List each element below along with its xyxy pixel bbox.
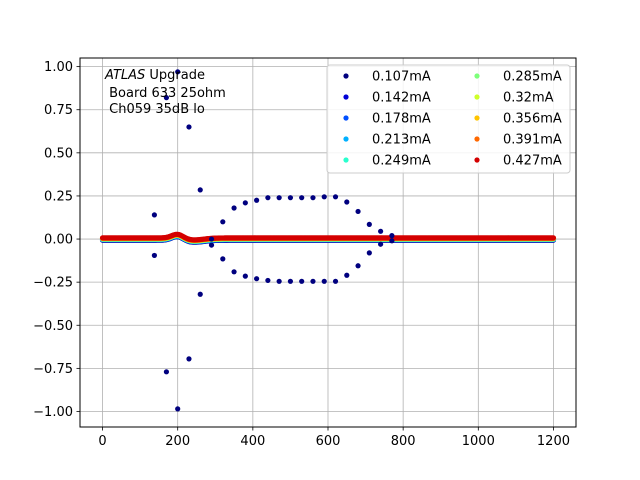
y-tick-label: 0.75 [44, 103, 73, 118]
x-tick-label: 400 [240, 434, 265, 449]
data-point [186, 124, 192, 130]
y-tick-label: 1.00 [44, 60, 73, 75]
legend-label: 0.142mA [372, 91, 431, 106]
y-tick-label: −0.25 [33, 276, 73, 291]
x-tick-label: 800 [391, 434, 416, 449]
data-point [389, 238, 395, 244]
legend-label: 0.178mA [372, 112, 431, 127]
data-point [366, 221, 372, 227]
y-tick-label: 0.50 [44, 146, 73, 161]
data-points [151, 69, 395, 412]
data-point [265, 277, 271, 284]
legend-label: 0.107mA [372, 70, 431, 85]
data-point [310, 195, 316, 201]
legend-box [326, 64, 571, 174]
data-point [175, 69, 181, 75]
data-point [287, 278, 294, 284]
legend-marker [474, 115, 480, 121]
data-point [321, 194, 327, 200]
data-point [220, 256, 226, 262]
data-point [378, 228, 384, 234]
annotation-line-2: Board 633 25ohm [105, 86, 226, 101]
data-point [208, 242, 215, 248]
legend: 0.107mA 0.142mA 0.178mA 0.213mA 0.249mA 0.285… [326, 64, 571, 174]
data-point [231, 269, 237, 275]
legend-label: 0.213mA [372, 133, 431, 148]
data-point [276, 195, 282, 201]
y-tick-label: 0.00 [44, 233, 73, 248]
legend-marker [343, 157, 349, 163]
data-point [163, 95, 170, 101]
data-point [332, 194, 339, 200]
data-point [355, 263, 361, 269]
data-point [163, 369, 170, 375]
data-point [186, 356, 192, 362]
legend-marker [343, 94, 349, 100]
y-tick-label: −0.50 [33, 319, 73, 334]
legend-marker [474, 136, 480, 142]
data-point [231, 205, 237, 211]
legend-label: 0.356mA [503, 112, 562, 127]
data-point [242, 200, 248, 206]
legend-label: 0.427mA [503, 154, 562, 169]
x-tick-label: 1000 [462, 434, 495, 449]
y-tick-label: 0.25 [44, 189, 73, 204]
band-point [550, 235, 557, 241]
data-point [151, 212, 157, 218]
data-point [299, 195, 305, 201]
annotation-line-1: ATLAS Upgrade [104, 68, 205, 83]
x-tick-label: 600 [316, 434, 341, 449]
data-point [344, 272, 350, 278]
y-tick-label: −0.75 [33, 362, 73, 377]
x-tick-label: 200 [165, 434, 190, 449]
data-point [276, 278, 282, 284]
x-tick-label: 1200 [537, 434, 570, 449]
data-point [242, 273, 248, 279]
annotation-italic: ATLAS [104, 68, 145, 83]
data-point [265, 195, 271, 201]
legend-marker [474, 73, 480, 79]
legend-marker [343, 136, 349, 142]
data-point [321, 278, 327, 284]
y-tick-label: −1.00 [33, 405, 73, 420]
data-point [254, 276, 260, 282]
legend-label: 0.285mA [503, 70, 562, 85]
data-point [299, 278, 305, 284]
legend-marker [474, 157, 480, 163]
data-point [175, 406, 181, 412]
data-point [287, 195, 294, 201]
data-point [197, 187, 203, 193]
data-point [197, 291, 203, 297]
data-point [254, 197, 260, 203]
data-point [332, 278, 339, 284]
data-point [389, 233, 395, 239]
legend-marker [343, 73, 349, 79]
x-tick-label: 0 [98, 434, 106, 449]
data-point [220, 219, 226, 225]
data-point [208, 236, 215, 242]
dense-data-band [99, 231, 557, 245]
data-point [378, 241, 384, 247]
legend-marker [474, 94, 480, 100]
legend-label: 0.249mA [372, 154, 431, 169]
data-point [366, 250, 372, 256]
annotation-line-1-rest: Upgrade [145, 68, 205, 83]
data-point [355, 208, 361, 215]
data-point [151, 252, 157, 259]
data-point [344, 199, 350, 205]
annotation-line-3: Ch059 35dB lo [105, 102, 205, 117]
x-axis-ticks: 0 200 400 600 800 1000 1200 [98, 427, 570, 449]
y-axis-ticks: 1.00 0.75 0.50 0.25 0.00 −0.25 −0.50 −0.75 −1.00 [33, 60, 80, 420]
data-point [310, 278, 316, 284]
legend-label: 0.32mA [503, 91, 554, 106]
legend-label: 0.391mA [503, 133, 562, 148]
legend-marker [343, 115, 349, 121]
